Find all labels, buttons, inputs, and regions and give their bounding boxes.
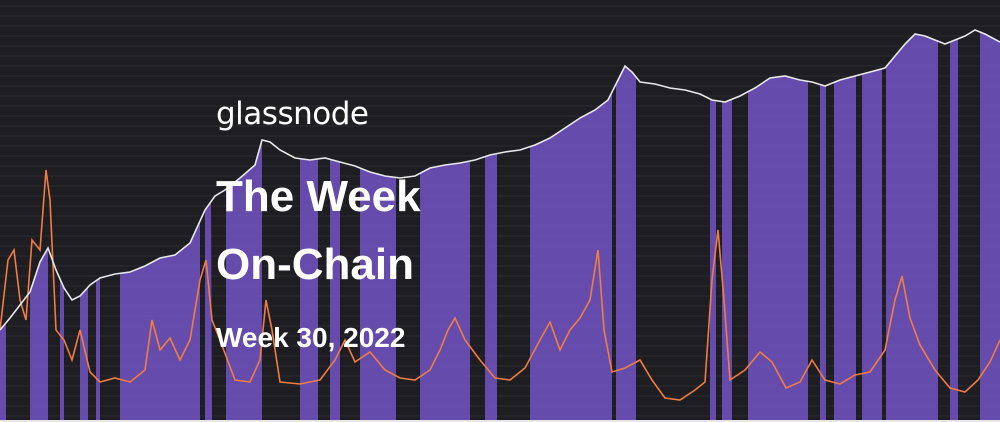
bottom-divider (0, 420, 1000, 422)
shaded-band (96, 278, 100, 422)
shaded-band (485, 153, 497, 422)
shaded-band (748, 76, 808, 422)
price-line (0, 29, 1000, 331)
shaded-band (226, 140, 262, 422)
chart-shaded-bands (0, 32, 1000, 422)
shaded-band (722, 99, 732, 422)
shaded-band (980, 32, 1000, 422)
shaded-band (530, 92, 612, 422)
shaded-band (0, 322, 6, 422)
shaded-band (300, 158, 318, 422)
chart-gridlines (0, 5, 1000, 417)
shaded-band (710, 99, 716, 422)
shaded-band (862, 68, 882, 422)
shaded-band (616, 66, 636, 422)
page-title-line-2: On-Chain (216, 240, 414, 289)
shaded-band (120, 221, 200, 422)
shaded-band (205, 201, 212, 422)
week-label: Week 30, 2022 (216, 322, 406, 353)
shaded-band (950, 38, 958, 422)
indicator-line (0, 169, 1000, 401)
shaded-band (80, 287, 88, 422)
shaded-band (886, 34, 938, 422)
shaded-band (420, 161, 470, 422)
brand-wordmark: glassnode (216, 96, 369, 132)
shaded-band (30, 248, 48, 422)
shaded-band (820, 84, 826, 422)
shaded-band (360, 168, 396, 422)
shaded-band (834, 75, 856, 422)
shaded-band (60, 279, 64, 422)
page-title-line-1: The Week (216, 172, 421, 221)
